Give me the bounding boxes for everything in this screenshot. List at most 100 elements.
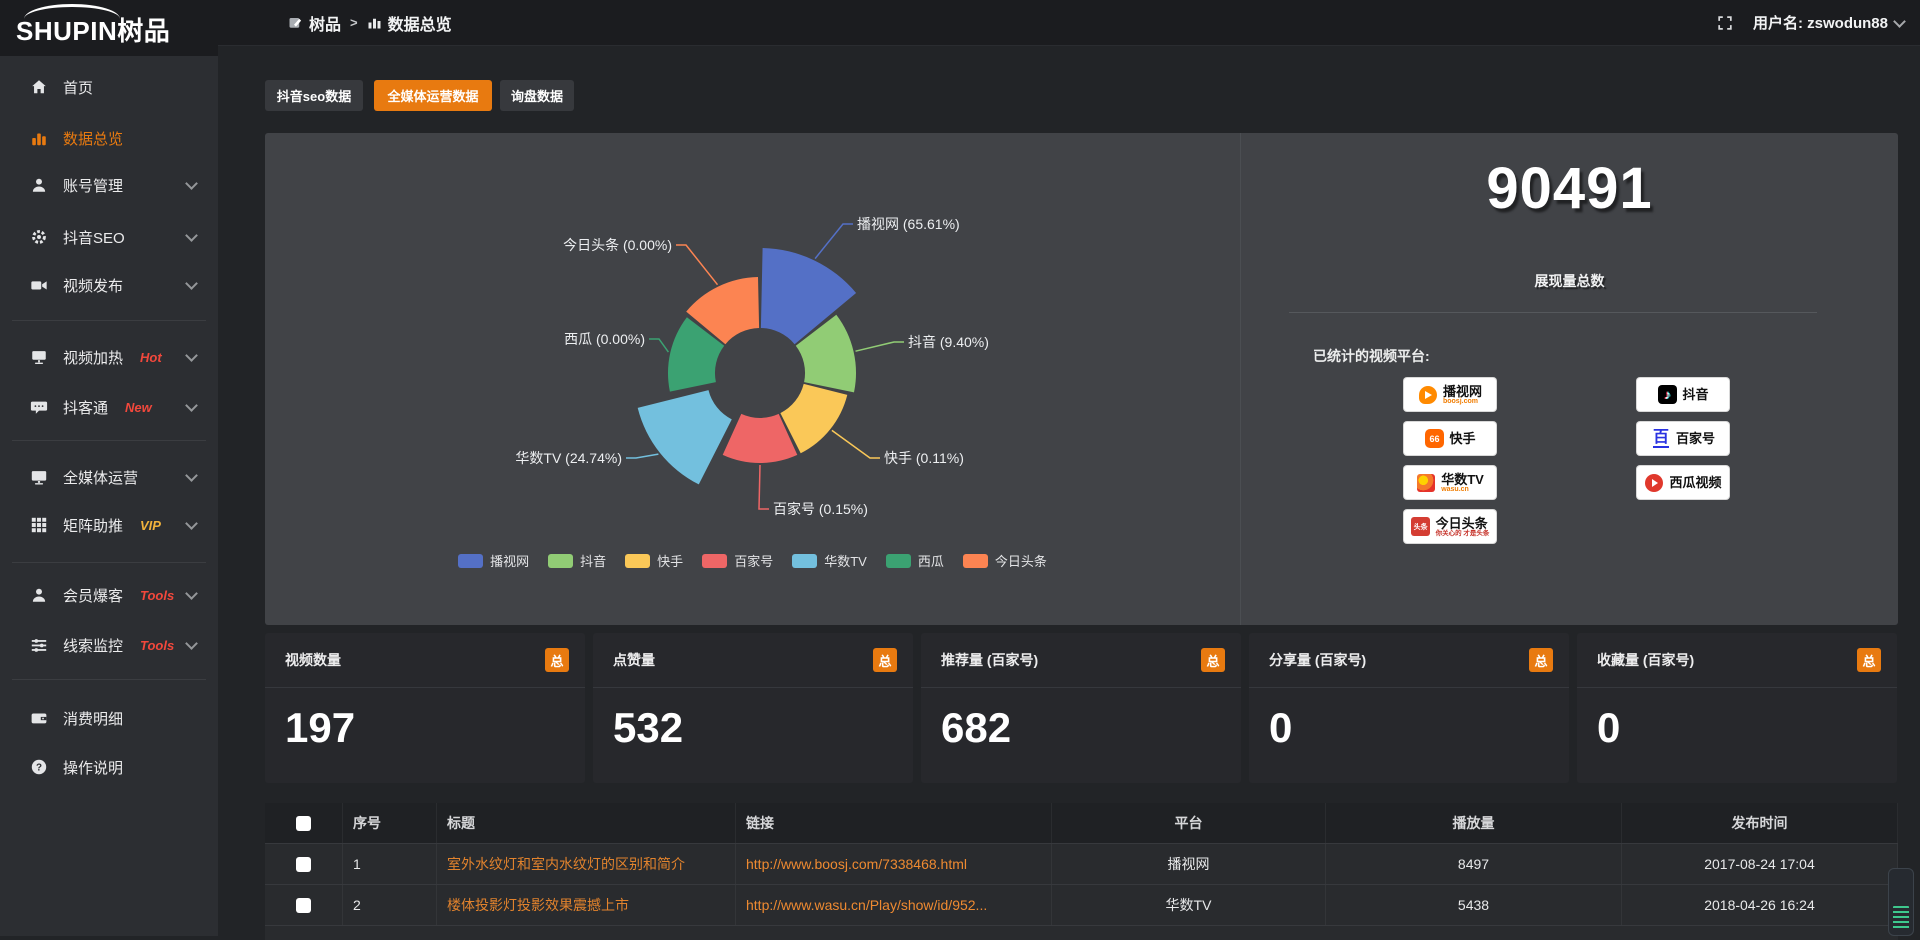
question-circle-icon: ? — [30, 758, 48, 776]
tab-inquiry-data[interactable]: 询盘数据 — [500, 80, 574, 111]
stat-cards-row: 视频数量总 197 点赞量总 532 推荐量 (百家号) 总 682 分享量 (百… — [265, 633, 1897, 783]
platform-badge-baijiahao: 百 百家号 — [1637, 422, 1729, 455]
row-checkbox[interactable] — [296, 897, 311, 913]
toutiao-logo-icon: 头条 — [1411, 517, 1431, 537]
logo[interactable]: SHUPIN树品 — [0, 0, 218, 56]
rose-pie-chart[interactable]: 播视网 (65.61%) 抖音 (9.40%) 快手 (0.11%) 百家号 (0.1… — [265, 133, 1240, 625]
sidebar-item-video-heat[interactable]: 视频加热 Hot — [0, 337, 218, 377]
total-badge[interactable]: 总 — [873, 648, 897, 672]
svg-text:华数TV (24.74%): 华数TV (24.74%) — [515, 450, 622, 466]
table-row[interactable]: 1 室外水纹灯和室内水纹灯的区别和简介 http://www.boosj.com… — [265, 844, 1898, 885]
total-badge[interactable]: 总 — [1529, 648, 1553, 672]
video-url-link[interactable]: http://www.boosj.com/7338468.html — [736, 844, 1052, 884]
videos-table: 序号 标题 链接 平台 播放量 发布时间 1 室外水纹灯和室内水纹灯的区别和简介… — [265, 803, 1898, 940]
total-badge[interactable]: 总 — [545, 648, 569, 672]
vip-badge: VIP — [140, 517, 161, 533]
sidebar-divider — [12, 320, 206, 321]
platform-badge-kuaishou: 66 快手 — [1404, 422, 1496, 455]
user-icon — [30, 586, 48, 604]
legend-item[interactable]: 华数TV — [792, 551, 867, 570]
grid-icon — [30, 516, 48, 534]
chat-bubble-icon — [30, 398, 48, 416]
legend-swatch — [548, 553, 574, 568]
sidebar: SHUPIN树品 首页 数据总览 账号管理 抖音SEO 视频发布 视频加热 Ho… — [0, 0, 218, 936]
stat-card-shares: 分享量 (百家号) 总 0 — [1249, 633, 1569, 783]
chevron-down-icon — [185, 587, 198, 600]
legend-item[interactable]: 快手 — [625, 551, 683, 570]
stat-value: 0 — [1597, 704, 1621, 751]
sidebar-item-home[interactable]: 首页 — [0, 67, 218, 107]
sidebar-divider — [12, 562, 206, 563]
fullscreen-icon[interactable] — [1717, 15, 1733, 31]
chevron-down-icon — [185, 469, 198, 482]
user-menu[interactable]: 用户名: zswodun88 — [1753, 12, 1906, 33]
legend-swatch — [702, 553, 728, 568]
sliders-icon — [30, 636, 48, 654]
legend-item[interactable]: 西瓜 — [885, 551, 944, 570]
sidebar-item-account[interactable]: 账号管理 — [0, 165, 218, 205]
svg-text:西瓜 (0.00%): 西瓜 (0.00%) — [564, 331, 645, 347]
breadcrumb-home[interactable]: 树品 — [288, 11, 341, 35]
platform-badge-xigua: 西瓜视频 — [1637, 466, 1729, 499]
green-stripes-indicator — [1893, 906, 1909, 930]
chevron-down-icon — [1893, 14, 1906, 28]
legend-swatch — [885, 553, 911, 568]
edit-square-icon — [288, 15, 303, 30]
platform-badge-douyin: ♪ 抖音 — [1637, 378, 1729, 411]
legend-item[interactable]: 今日头条 — [962, 551, 1047, 570]
tab-douyin-seo-data[interactable]: 抖音seo数据 — [265, 80, 363, 111]
sidebar-item-douyin-seo[interactable]: 抖音SEO — [0, 217, 218, 257]
kuaishou-logo-icon: 66 — [1424, 429, 1444, 449]
tab-omnimedia-data[interactable]: 全媒体运营数据 — [374, 80, 492, 111]
tools-badge: Tools — [140, 637, 175, 653]
sidebar-item-member-leads[interactable]: 会员爆客 Tools — [0, 575, 218, 615]
floating-scroll-widget[interactable] — [1888, 868, 1914, 936]
legend-item[interactable]: 抖音 — [548, 551, 606, 570]
logo-arc — [24, 4, 120, 19]
douyin-logo-icon: ♪ — [1657, 385, 1677, 405]
new-badge: New — [125, 399, 152, 415]
sidebar-item-omnimedia[interactable]: 全媒体运营 — [0, 457, 218, 497]
total-badge[interactable]: 总 — [1201, 648, 1225, 672]
sidebar-item-matrix-boost[interactable]: 矩阵助推 VIP — [0, 505, 218, 545]
legend-swatch — [625, 553, 651, 568]
stat-value: 682 — [941, 704, 1012, 751]
stat-card-video-count: 视频数量总 197 — [265, 633, 585, 783]
overview-panel: 播视网 (65.61%) 抖音 (9.40%) 快手 (0.11%) 百家号 (0.1… — [265, 133, 1898, 625]
table-header-row: 序号 标题 链接 平台 播放量 发布时间 — [265, 803, 1898, 844]
legend-item[interactable]: 百家号 — [702, 551, 773, 570]
sidebar-divider — [12, 679, 206, 680]
video-title-link[interactable]: 楼体投影灯投影效果震撼上市 — [437, 885, 736, 925]
chevron-down-icon — [185, 399, 198, 412]
select-all-checkbox[interactable] — [296, 815, 311, 831]
total-impressions-value: 90491 — [1486, 156, 1653, 221]
sidebar-item-clue-monitor[interactable]: 线索监控 Tools — [0, 625, 218, 665]
total-badge[interactable]: 总 — [1857, 648, 1881, 672]
summary-section: 90491 展现量总数 已统计的视频平台: 播视网 boosj.com ♪ 抖音 … — [1240, 133, 1898, 625]
sidebar-item-data-overview[interactable]: 数据总览 — [0, 118, 218, 158]
boosj-logo-icon — [1418, 385, 1438, 405]
stat-card-favorites: 收藏量 (百家号) 总 0 — [1577, 633, 1897, 783]
svg-text:播视网 (65.61%): 播视网 (65.61%) — [857, 216, 960, 232]
stat-value: 197 — [285, 704, 356, 751]
sidebar-item-instructions[interactable]: ? 操作说明 — [0, 747, 218, 787]
table-row[interactable]: 2 楼体投影灯投影效果震撼上市 http://www.wasu.cn/Play/… — [265, 885, 1898, 926]
display-icon — [30, 468, 48, 486]
chevron-down-icon — [185, 517, 198, 530]
legend-swatch — [962, 553, 988, 568]
wallet-icon — [30, 709, 48, 727]
baijiahao-logo-icon: 百 — [1652, 428, 1669, 448]
sidebar-item-doketong[interactable]: 抖客通 New — [0, 387, 218, 427]
sidebar-item-video-publish[interactable]: 视频发布 — [0, 265, 218, 305]
chevron-down-icon — [185, 637, 198, 650]
row-checkbox[interactable] — [296, 856, 311, 872]
legend-item[interactable]: 播视网 — [458, 551, 529, 570]
chevron-down-icon — [185, 229, 198, 242]
breadcrumb-current[interactable]: 数据总览 — [367, 11, 452, 35]
sidebar-item-expense-detail[interactable]: 消费明细 — [0, 698, 218, 738]
wasu-logo-icon — [1416, 473, 1436, 493]
video-url-link[interactable]: http://www.wasu.cn/Play/show/id/952... — [736, 885, 1052, 925]
svg-text:?: ? — [36, 763, 42, 774]
video-title-link[interactable]: 室外水纹灯和室内水纹灯的区别和简介 — [437, 844, 736, 884]
platform-badge-toutiao: 头条 今日头条 你关心的 才是头条 — [1404, 510, 1496, 543]
